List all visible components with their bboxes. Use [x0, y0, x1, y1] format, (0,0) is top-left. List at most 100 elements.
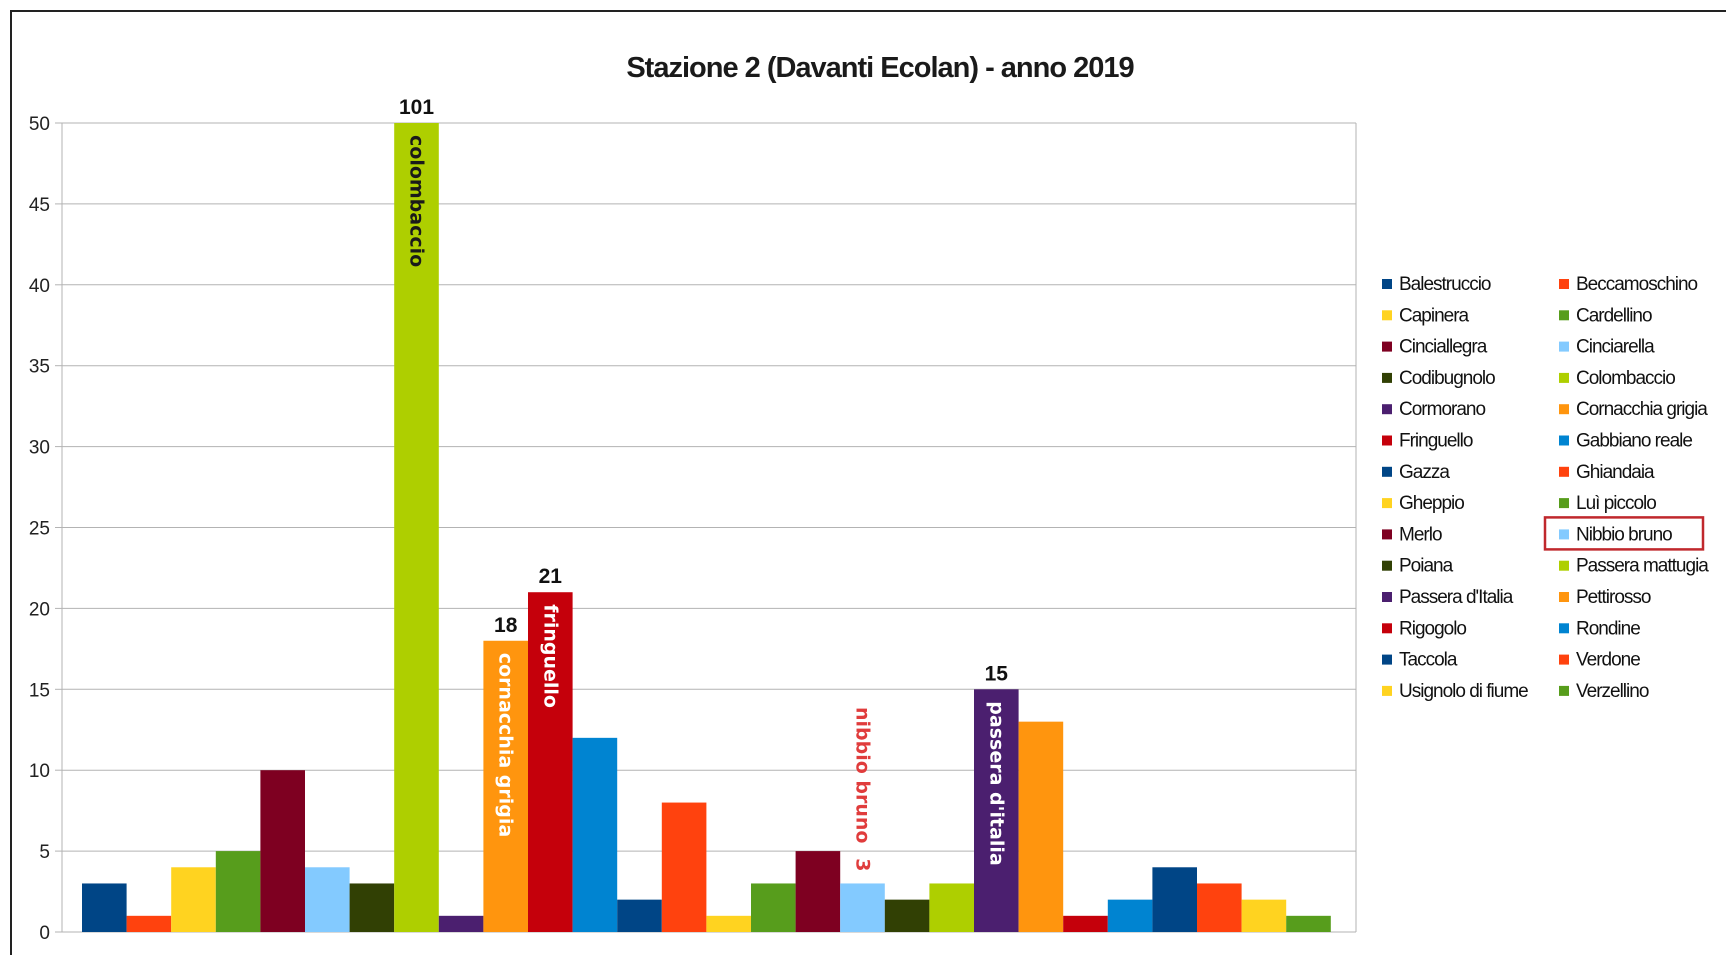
bar-lu-piccolo [751, 883, 796, 932]
legend-swatch-merlo [1382, 529, 1392, 540]
bar-labels: 101 colombaccio 18 cornacchia grigia 21 fring… [399, 96, 1008, 871]
legend-label-colombaccio: Colombaccio [1576, 368, 1675, 389]
chart-frame [10, 10, 1726, 955]
legend-label-poiana: Poiana [1399, 556, 1454, 577]
chart-title: Stazione 2 (Davanti Ecolan) - anno 2019 [626, 52, 1134, 84]
y-tick-label-45: 45 [29, 195, 50, 216]
legend-label-cardellino: Cardellino [1576, 305, 1652, 326]
bar-taccola [1152, 867, 1197, 932]
value-label-colombaccio: 101 [399, 96, 434, 119]
value-label-nibbio-bruno: 3 [852, 858, 874, 871]
legend-label-rigogolo: Rigogolo [1399, 618, 1466, 639]
bar-pettirosso [1018, 721, 1064, 932]
bar-ghiandaia [661, 802, 707, 932]
legend-label-verzellino: Verzellino [1576, 681, 1649, 702]
legend-label-lu-piccolo: Luì piccolo [1576, 493, 1656, 514]
legend-swatch-taccola [1382, 654, 1392, 665]
legend-label-fringuello: Fringuello [1399, 431, 1473, 452]
legend-swatch-cardellino [1559, 310, 1569, 321]
y-tick-label-50: 50 [29, 114, 50, 135]
bar-cardellino [215, 851, 261, 932]
legend-swatch-colombaccio [1559, 372, 1569, 383]
y-tick-label-35: 35 [29, 357, 50, 378]
bar-colombaccio [394, 123, 439, 932]
legend-label-cornacchia-grigia: Cornacchia grigia [1576, 399, 1708, 420]
legend-label-cinciallegra: Cinciallegra [1399, 337, 1488, 358]
legend-swatch-poiana [1382, 560, 1392, 571]
legend-swatch-codibugnolo [1382, 372, 1392, 383]
y-tick-label-15: 15 [29, 680, 50, 701]
value-label-fringuello: 21 [539, 565, 563, 588]
legend-label-gheppio: Gheppio [1399, 493, 1464, 514]
value-label-cornacchia-grigia: 18 [494, 614, 518, 637]
legend-label-merlo: Merlo [1399, 524, 1442, 545]
bar-label-cornacchia-grigia: cornacchia grigia [495, 653, 517, 837]
legend-label-cormorano: Cormorano [1399, 399, 1485, 420]
bar-codibugnolo [349, 883, 395, 932]
value-label-passera-d-italia: 15 [985, 662, 1009, 685]
legend-label-capinera: Capinera [1399, 305, 1470, 326]
legend-label-rondine: Rondine [1576, 618, 1640, 639]
legend-label-passera-d-italia: Passera d'Italia [1399, 587, 1514, 608]
legend-swatch-capinera [1382, 310, 1392, 321]
bar-cornacchia-grigia [483, 640, 528, 932]
legend-label-usignolo-di-fiume: Usignolo di fiume [1399, 681, 1528, 702]
legend-swatch-nibbio-bruno [1559, 529, 1569, 540]
legend-label-ghiandaia: Ghiandaia [1576, 462, 1655, 483]
legend-label-nibbio-bruno: Nibbio bruno [1576, 524, 1672, 545]
bar-cormorano [438, 915, 484, 932]
y-tick-label-0: 0 [39, 923, 50, 944]
legend-swatch-rigogolo [1382, 623, 1392, 634]
legend-swatch-gabbiano-reale [1559, 435, 1569, 446]
bar-label-nibbio-bruno: nibbio bruno [852, 707, 874, 844]
legend-swatch-passera-d-italia [1382, 592, 1392, 602]
legend-label-balestruccio: Balestruccio [1399, 274, 1491, 295]
legend-swatch-usignolo-di-fiume [1382, 685, 1392, 696]
legend-label-beccamoschino: Beccamoschino [1576, 274, 1698, 295]
bar-passera-d-italia [974, 689, 1019, 932]
legend-swatch-cormorano [1382, 404, 1392, 415]
bar-label-colombaccio: colombaccio [406, 135, 428, 267]
legend-swatch-pettirosso [1559, 592, 1569, 602]
bar-verzellino [1286, 915, 1331, 932]
bar-merlo [795, 851, 841, 932]
legend-label-taccola: Taccola [1399, 650, 1458, 671]
bar-poiana [884, 899, 930, 932]
legend-label-verdone: Verdone [1576, 650, 1640, 671]
legend-swatch-cornacchia-grigia [1559, 404, 1569, 415]
legend-label-cinciarella: Cinciarella [1576, 337, 1655, 358]
y-tick-label-40: 40 [29, 276, 50, 297]
legend-label-gazza: Gazza [1399, 462, 1450, 483]
legend-swatch-balestruccio [1382, 279, 1392, 289]
legend-swatch-verzellino [1559, 685, 1569, 696]
legend-swatch-cinciarella [1559, 341, 1569, 352]
y-tick-label-5: 5 [39, 842, 50, 863]
y-axis: 0 5 10 15 20 25 30 35 40 45 50 [29, 114, 1357, 944]
bar-label-fringuello: fringuello [539, 604, 561, 708]
bar-passera-mattugia [929, 883, 974, 932]
y-tick-label-10: 10 [29, 761, 50, 782]
bar-beccamoschino [126, 915, 172, 932]
bar-nibbio-bruno [840, 883, 885, 932]
bar-capinera [171, 867, 216, 932]
y-tick-label-30: 30 [29, 438, 50, 459]
legend-swatch-cinciallegra [1382, 341, 1392, 352]
bar-usignolo-di-fiume [1241, 899, 1287, 932]
bar-balestruccio [82, 883, 127, 932]
legend-swatch-ghiandaia [1559, 466, 1569, 477]
bar-rigogolo [1063, 915, 1108, 932]
legend: Balestruccio Beccamoschino Capinera Cardell… [1382, 274, 1710, 702]
legend-label-passera-mattugia: Passera mattugia [1576, 556, 1709, 577]
bar-cinciallegra [260, 770, 305, 932]
legend-label-pettirosso: Pettirosso [1576, 587, 1651, 608]
bar-verdone [1197, 883, 1242, 932]
legend-label-codibugnolo: Codibugnolo [1399, 368, 1495, 389]
y-tick-label-25: 25 [29, 519, 50, 540]
legend-swatch-rondine [1559, 623, 1569, 634]
legend-label-gabbiano-reale: Gabbiano reale [1576, 431, 1692, 452]
legend-highlight-box [1543, 516, 1705, 551]
gridlines [62, 122, 1356, 933]
legend-swatch-verdone [1559, 654, 1569, 665]
bar-gheppio [706, 915, 751, 932]
